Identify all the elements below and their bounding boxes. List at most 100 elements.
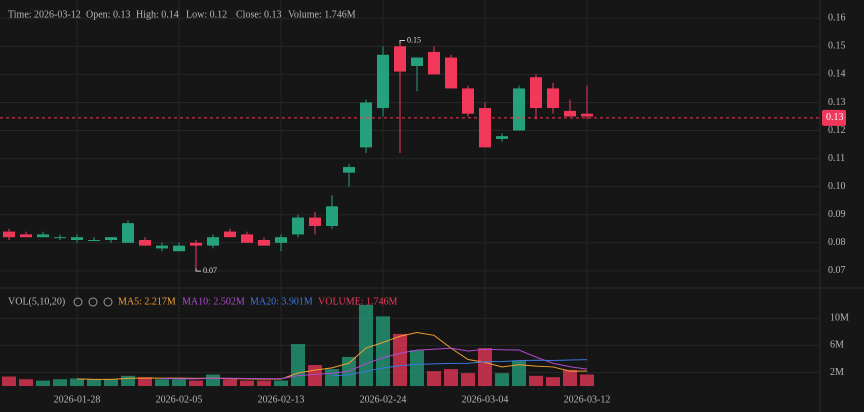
volume-bar <box>478 348 492 386</box>
candle-body <box>139 240 151 246</box>
icon-settings[interactable] <box>88 297 98 307</box>
candle-body <box>513 88 525 131</box>
volume-bar <box>87 379 101 386</box>
candle-body <box>88 240 100 241</box>
header-close: Close: 0.13 <box>236 9 282 20</box>
volume-bar <box>104 379 118 386</box>
ma10-legend: MA10: 2.502M <box>182 296 245 307</box>
volume-bar <box>580 374 594 386</box>
candle-body <box>530 77 542 109</box>
candle-body <box>241 234 253 243</box>
candle-body <box>122 223 134 243</box>
candle-body <box>462 88 474 114</box>
volume-bar <box>393 333 407 386</box>
x-tick-label: 2026-02-24 <box>360 394 407 405</box>
volume-bar <box>529 375 543 386</box>
volume-bar <box>53 379 67 386</box>
candle-body <box>275 237 287 243</box>
y-tick-label: 0.07 <box>828 265 846 276</box>
candle-body <box>71 237 83 240</box>
volume-bar <box>36 380 50 386</box>
vol-legend-title: VOL(5,10,20) <box>8 296 65 307</box>
candle-body <box>326 206 338 226</box>
annotation-label: 0.07 <box>203 266 217 275</box>
x-tick-label: 2026-03-04 <box>462 394 509 405</box>
candle-body <box>20 234 32 238</box>
candle-body <box>3 231 15 238</box>
volume-bar <box>546 377 560 386</box>
candle-body <box>445 57 457 89</box>
volume-bar <box>376 316 390 386</box>
volume-bar <box>155 379 169 386</box>
y-tick-label: 0.10 <box>828 181 846 192</box>
icon-close[interactable] <box>103 297 113 307</box>
header-time: Time: 2026-03-12 <box>8 9 81 20</box>
volume-bar <box>121 375 135 386</box>
volume-bar <box>206 374 220 386</box>
volume-bar <box>512 360 526 386</box>
header-open: Open: 0.13 <box>86 9 130 20</box>
volume-bar <box>172 379 186 386</box>
candle-body <box>479 108 491 148</box>
y-tick-label: 10M <box>830 313 849 324</box>
volume-bar <box>461 373 475 386</box>
volume-bar <box>291 344 305 386</box>
y-tick-label: 0.09 <box>828 209 846 220</box>
ma-line <box>331 359 588 377</box>
last-price-label: 0.13 <box>826 112 844 123</box>
y-tick-label: 6M <box>830 340 844 351</box>
volume-bar <box>359 304 373 386</box>
volume-bar <box>325 369 339 386</box>
volume-bar <box>308 365 322 386</box>
volume-bar <box>410 350 424 386</box>
header-low: Low: 0.12 <box>186 9 227 20</box>
volume-bar <box>274 380 288 386</box>
y-tick-label: 0.13 <box>828 97 846 108</box>
volume-bar <box>427 371 441 386</box>
ma-line <box>76 331 588 380</box>
volume-bar <box>563 369 577 386</box>
volume-bar <box>240 380 254 386</box>
y-tick-label: 0.15 <box>828 41 846 52</box>
x-tick-label: 2026-02-05 <box>156 394 203 405</box>
volume-bar <box>19 379 33 386</box>
candle-body <box>156 245 168 249</box>
header-high: High: 0.14 <box>136 9 179 20</box>
volume-bar <box>223 379 237 386</box>
candle-body <box>54 237 66 239</box>
ma-line <box>161 347 588 380</box>
volume-bar <box>138 377 152 386</box>
x-tick-label: 2026-02-13 <box>258 394 305 405</box>
y-tick-label: 0.08 <box>828 237 846 248</box>
ma20-legend: MA20: 3.901M <box>250 296 313 307</box>
candle-body <box>258 240 270 246</box>
marks: 0.07 0.08 0.09 0.10 0.11 0.12 0.13 0.14 0.15 0.16… <box>0 13 849 405</box>
candle-body <box>411 57 423 66</box>
candle-body <box>564 110 576 117</box>
y-tick-label: 0.16 <box>828 13 846 24</box>
volume-bar <box>257 380 271 386</box>
annotation-pointer <box>399 40 405 44</box>
grid-layer <box>0 0 820 388</box>
icon-hide[interactable] <box>73 297 83 307</box>
candle-body <box>547 88 559 109</box>
y-tick-label: 0.14 <box>828 69 846 80</box>
candle-body <box>309 217 321 226</box>
candle-body <box>105 237 117 240</box>
candle-body <box>377 54 389 109</box>
candle-body <box>224 231 236 238</box>
candle-body <box>207 237 219 246</box>
candle-body <box>496 136 508 139</box>
volume-bar <box>444 369 458 386</box>
candle-body <box>343 167 355 173</box>
candle-body <box>292 217 304 235</box>
candle-body <box>37 234 49 238</box>
legend-icons[interactable] <box>73 297 113 307</box>
ma5-legend: MA5: 2.217M <box>118 296 176 307</box>
candle-body <box>428 51 440 75</box>
candle-body <box>360 102 372 148</box>
annotation-label: 0.15 <box>407 35 421 44</box>
volume-legend: VOLUME: 1.746M <box>318 296 398 307</box>
